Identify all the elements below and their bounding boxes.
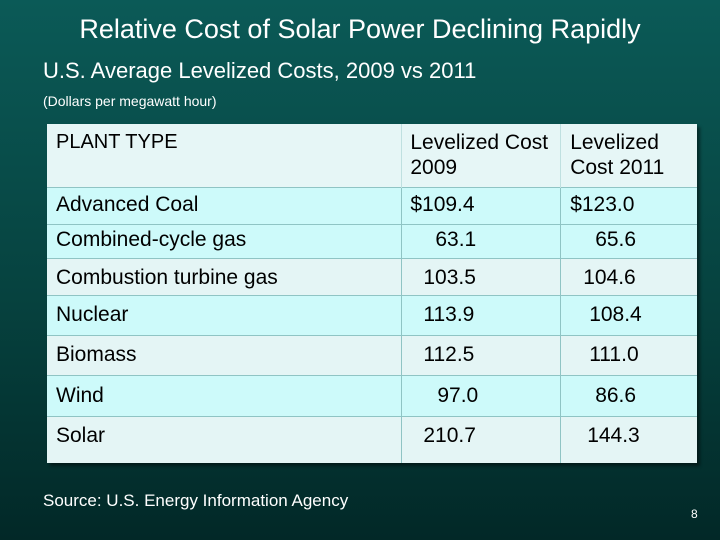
cost-2011-cell: $123.0	[560, 186, 697, 224]
table-row: Solar 210.7 144.3	[47, 415, 697, 463]
cost-2011-cell: 111.0	[560, 334, 697, 375]
cost-2009-value: 113.9	[423, 302, 475, 326]
cost-2009-cell: 112.5	[401, 334, 561, 375]
table-row: Combined-cycle gas 63.1 65.6	[47, 223, 697, 258]
cost-2009-cell: 113.9	[401, 294, 561, 335]
cost-2009-value: $109.4	[410, 192, 475, 216]
cost-2011-value: $123.0	[570, 192, 635, 216]
plant-type-cell: Solar	[47, 415, 402, 463]
cost-2011-cell: 144.3	[560, 415, 697, 463]
cost-2011-value: 104.6	[583, 265, 636, 289]
slide-subtitle: U.S. Average Levelized Costs, 2009 vs 20…	[43, 58, 477, 83]
table-row: Advanced Coal $109.4 $123.0	[47, 186, 697, 224]
header-plant-type: PLANT TYPE	[47, 124, 402, 187]
cost-2009-value: 97.0	[437, 383, 479, 407]
cost-2009-cell: 210.7	[401, 415, 561, 463]
page-number: 8	[691, 507, 698, 521]
cost-2009-cell: $109.4	[401, 186, 561, 224]
cost-2011-cell: 86.6	[560, 374, 697, 416]
plant-type-cell: Wind	[47, 374, 402, 416]
plant-type-cell: Biomass	[47, 334, 402, 375]
cost-2011-value: 108.4	[589, 302, 642, 326]
table-row: Biomass 112.5 111.0	[47, 334, 697, 375]
cost-2011-value: 86.6	[595, 383, 637, 407]
cost-2011-cell: 65.6	[560, 223, 697, 258]
header-cost-2011: Levelized Cost 2011	[560, 124, 697, 187]
plant-type-cell: Combined-cycle gas	[47, 223, 402, 258]
cost-2011-cell: 104.6	[560, 257, 697, 295]
table-row: Combustion turbine gas 103.5 104.6	[47, 257, 697, 295]
plant-type-cell: Combustion turbine gas	[47, 257, 402, 295]
table-header-row: PLANT TYPE Levelized Cost 2009 Levelized…	[47, 124, 697, 187]
plant-type-cell: Advanced Coal	[47, 186, 402, 224]
table-row: Wind 97.0 86.6	[47, 374, 697, 416]
cost-2009-value: 210.7	[423, 423, 476, 447]
cost-2009-cell: 63.1	[401, 223, 561, 258]
cost-2009-cell: 97.0	[401, 374, 561, 416]
plant-type-cell: Nuclear	[47, 294, 402, 335]
cost-2009-value: 112.5	[423, 342, 475, 366]
cost-2011-value: 65.6	[595, 227, 637, 251]
table-row: Nuclear 113.9 108.4	[47, 294, 697, 335]
header-cost-2009: Levelized Cost 2009	[401, 124, 561, 187]
slide-title: Relative Cost of Solar Power Declining R…	[79, 14, 641, 44]
cost-table: PLANT TYPE Levelized Cost 2009 Levelized…	[47, 124, 697, 463]
cost-2009-value: 103.5	[423, 265, 476, 289]
cost-2009-value: 63.1	[435, 227, 477, 251]
cost-2011-cell: 108.4	[560, 294, 697, 335]
cost-2011-value: 111.0	[589, 342, 639, 366]
cost-2009-cell: 103.5	[401, 257, 561, 295]
source-note: Source: U.S. Energy Information Agency	[43, 491, 349, 510]
cost-2011-value: 144.3	[587, 423, 640, 447]
units-note: (Dollars per megawatt hour)	[43, 93, 217, 109]
